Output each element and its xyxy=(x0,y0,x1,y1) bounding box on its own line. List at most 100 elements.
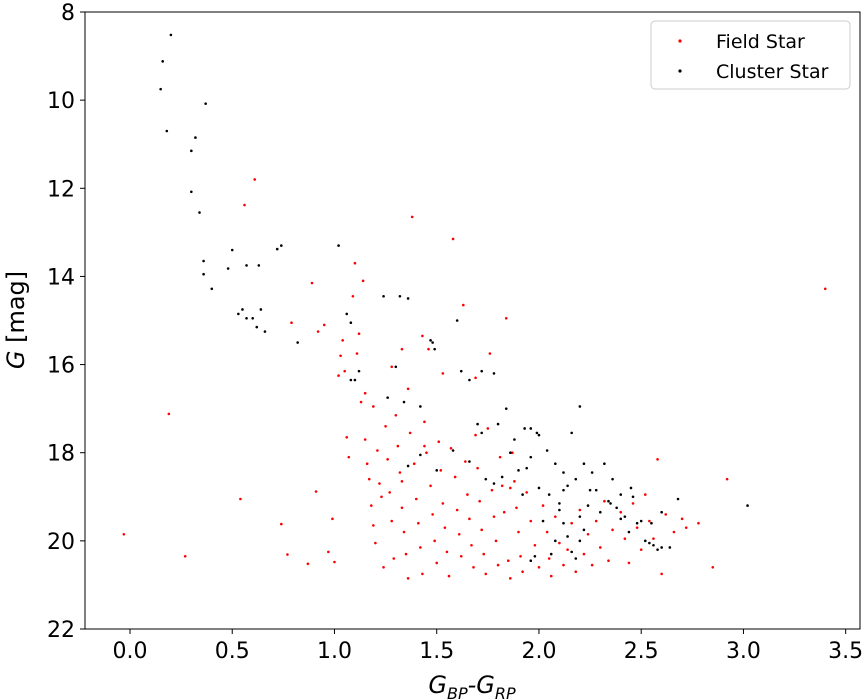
cluster-star-point xyxy=(419,453,422,457)
field-star-point xyxy=(372,524,375,527)
y-tick-label: 12 xyxy=(47,177,75,202)
cluster-star-point xyxy=(545,449,549,452)
cluster-star-point xyxy=(549,552,553,556)
cluster-star-point xyxy=(668,546,672,549)
field-star-point xyxy=(474,433,477,437)
field-star-point xyxy=(496,563,500,567)
cluster-star-point xyxy=(566,484,569,488)
cluster-star-point xyxy=(455,319,459,322)
cluster-star-point xyxy=(357,369,361,373)
field-star-point xyxy=(316,330,320,333)
field-star-point xyxy=(464,460,467,463)
cluster-star-point xyxy=(210,287,214,291)
field-star-point xyxy=(431,513,434,516)
cluster-star-point xyxy=(433,347,436,351)
field-star-point xyxy=(594,519,598,523)
field-star-point xyxy=(378,482,381,485)
field-star-point xyxy=(414,497,418,501)
field-star-point xyxy=(441,502,445,505)
legend-marker-cluster-star xyxy=(678,69,682,73)
field-star-point xyxy=(183,554,187,558)
field-star-point xyxy=(429,484,432,488)
cluster-star-point xyxy=(480,369,484,373)
cluster-star-point xyxy=(517,469,520,472)
cluster-star-point xyxy=(609,502,612,505)
cluster-star-point xyxy=(492,482,496,485)
cluster-star-point xyxy=(578,515,582,518)
field-star-point xyxy=(462,303,465,307)
cluster-star-point xyxy=(194,136,197,139)
field-star-point xyxy=(327,550,330,554)
cluster-star-point xyxy=(386,396,389,399)
field-star-point xyxy=(521,570,524,574)
cluster-star-point xyxy=(631,495,635,499)
y-tick-label: 10 xyxy=(47,89,75,114)
field-star-point xyxy=(357,332,361,336)
field-star-point xyxy=(547,557,551,560)
field-star-point xyxy=(167,412,171,416)
field-star-point xyxy=(480,528,484,532)
field-star-point xyxy=(537,566,541,569)
cluster-star-point xyxy=(547,493,551,496)
field-star-point xyxy=(351,294,355,298)
field-star-point xyxy=(402,530,406,534)
cluster-star-point xyxy=(398,294,402,298)
field-star-point xyxy=(443,526,447,529)
cluster-star-point xyxy=(202,259,205,263)
cluster-star-point xyxy=(161,60,164,63)
field-star-point xyxy=(408,431,412,435)
field-star-point xyxy=(603,499,606,503)
cluster-star-point xyxy=(500,475,504,479)
field-star-point xyxy=(623,537,627,540)
field-star-point xyxy=(253,178,257,181)
field-star-point xyxy=(566,548,569,551)
field-star-point xyxy=(425,451,428,455)
field-star-point xyxy=(406,387,410,391)
field-star-point xyxy=(421,572,424,576)
field-star-point xyxy=(453,475,457,479)
cluster-star-point xyxy=(619,517,623,521)
field-star-point xyxy=(660,572,663,576)
cluster-star-point xyxy=(603,462,606,466)
field-star-point xyxy=(482,552,486,556)
cluster-star-point xyxy=(296,341,299,344)
field-star-point xyxy=(582,552,586,556)
field-star-point xyxy=(410,215,414,219)
field-star-point xyxy=(423,444,426,448)
field-star-point xyxy=(554,515,557,518)
field-star-point xyxy=(478,499,481,503)
field-star-point xyxy=(648,519,651,523)
cluster-star-point xyxy=(537,433,541,437)
cluster-star-point xyxy=(476,422,479,426)
field-star-point xyxy=(347,455,351,459)
field-star-point xyxy=(404,552,408,556)
cluster-star-point xyxy=(574,477,578,481)
field-star-point xyxy=(419,546,422,549)
cluster-star-point xyxy=(582,462,586,466)
field-star-point xyxy=(511,451,514,455)
field-star-point xyxy=(412,462,416,466)
field-star-point xyxy=(353,261,357,265)
cluster-star-point xyxy=(204,102,207,105)
cluster-star-point xyxy=(535,431,539,435)
field-star-point xyxy=(343,369,347,373)
y-axis: 8 10 12 14 16 18 20 22 xyxy=(47,1,85,643)
x-tick-label: 1.5 xyxy=(419,639,454,664)
cluster-star-point xyxy=(529,427,533,430)
field-star-point xyxy=(517,530,520,534)
x-tick-label: 0.5 xyxy=(215,639,250,664)
cluster-star-point xyxy=(382,294,385,298)
field-star-point xyxy=(239,497,242,501)
field-star-point xyxy=(515,506,518,510)
y-tick-label: 22 xyxy=(47,618,75,643)
field-star-point xyxy=(578,508,582,512)
field-star-point xyxy=(400,506,404,510)
field-star-point xyxy=(355,352,359,355)
field-star-point xyxy=(400,480,404,483)
cluster-star-point xyxy=(198,211,201,214)
field-star-point xyxy=(529,519,533,523)
field-star-point xyxy=(380,495,383,499)
x-tick-label: 2.5 xyxy=(624,639,659,664)
field-star-point xyxy=(447,574,451,578)
field-star-point xyxy=(635,526,639,529)
